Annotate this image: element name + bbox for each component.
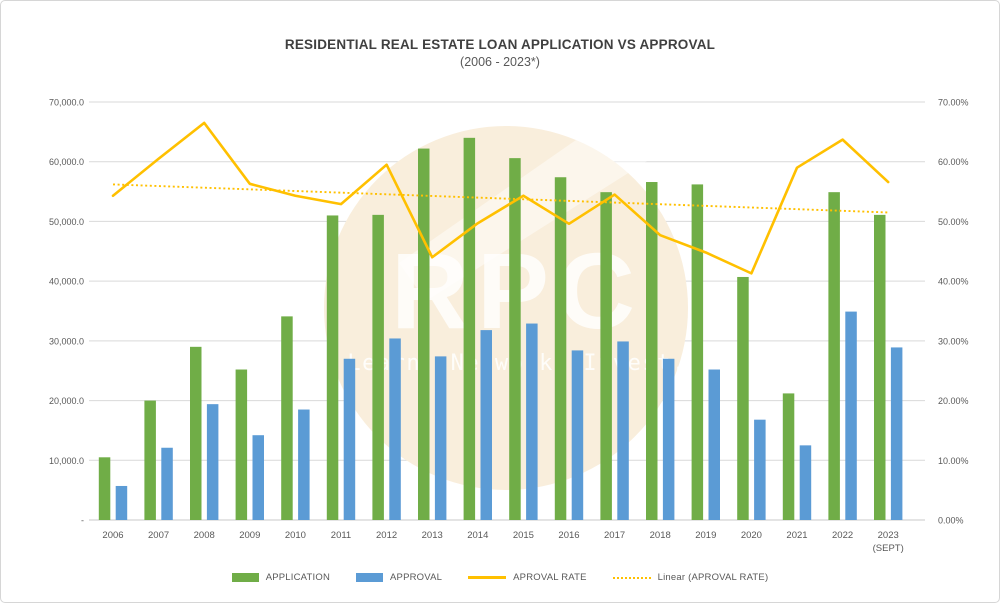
svg-text:10.00%: 10.00% [938, 456, 969, 466]
bar-approval-2012 [389, 338, 401, 520]
y-left-axis: - 10,000.0 20,000.0 30,000.0 40,000.0 50,000.… [49, 98, 84, 526]
bar-approval-2021 [799, 445, 812, 520]
svg-text:(SEPT): (SEPT) [873, 543, 904, 554]
bar-approval-2016 [571, 350, 584, 520]
bar-application-2021 [782, 393, 795, 520]
bar-application-2015 [509, 158, 521, 521]
svg-text:2010: 2010 [285, 530, 306, 541]
series-approval-bars [115, 311, 903, 520]
svg-text:30.00%: 30.00% [938, 336, 969, 346]
bar-approval-2015 [526, 323, 538, 520]
svg-text:2015: 2015 [513, 530, 534, 541]
bar-application-2022 [828, 192, 840, 520]
legend-item-aproval-rate: APROVAL RATE [468, 572, 587, 583]
bar-application-2012 [372, 214, 384, 521]
svg-text:60.00%: 60.00% [938, 157, 969, 167]
legend-item-approval: APPROVAL [356, 572, 442, 583]
bar-application-2020 [737, 276, 749, 520]
bar-approval-2008 [206, 404, 219, 520]
bar-application-2014 [463, 137, 476, 521]
chart-subtitle: (2006 - 2023*) [460, 55, 540, 69]
svg-text:2013: 2013 [422, 530, 443, 541]
svg-text:60,000.0: 60,000.0 [49, 157, 84, 167]
bar-approval-2020 [754, 419, 766, 520]
bar-application-2019 [691, 184, 704, 521]
svg-text:2009: 2009 [239, 530, 260, 541]
bar-application-2023 [874, 214, 886, 521]
bar-approval-2007 [161, 447, 173, 520]
bar-approval-2019 [708, 369, 720, 520]
bar-application-2018 [646, 182, 658, 520]
legend-label-aproval-rate: APROVAL RATE [513, 572, 587, 583]
bar-approval-2017 [617, 341, 629, 520]
bar-approval-2023 [890, 347, 903, 520]
legend-swatch-linear-aproval-rate [612, 576, 651, 579]
legend-label-approval: APPROVAL [390, 572, 443, 583]
chart-legend: APPLICATION APPROVAL APROVAL RATE Linear (A… [1, 572, 999, 583]
svg-text:2019: 2019 [695, 530, 716, 541]
bar-approval-2013 [434, 356, 447, 520]
svg-text:40,000.0: 40,000.0 [49, 277, 84, 287]
aproval-rate-line [111, 121, 890, 275]
svg-text:50.00%: 50.00% [938, 217, 969, 227]
bar-application-2010 [281, 316, 293, 520]
svg-text:2022: 2022 [832, 530, 853, 541]
legend-item-application: APPLICATION [231, 572, 331, 583]
bar-application-2008 [190, 346, 202, 520]
svg-text:40.00%: 40.00% [938, 277, 969, 287]
svg-text:2011: 2011 [331, 530, 351, 541]
svg-text:-: - [81, 516, 84, 526]
legend-swatch-application [231, 573, 259, 582]
linear-trendline [112, 183, 889, 214]
legend-swatch-aproval-rate [468, 576, 507, 579]
watermark-circle [324, 126, 688, 490]
legend-label-application: APPLICATION [265, 572, 331, 583]
svg-text:70.00%: 70.00% [938, 98, 969, 108]
bar-application-2016 [554, 177, 567, 521]
bar-application-2006 [98, 457, 111, 520]
svg-text:50,000.0: 50,000.0 [49, 217, 84, 227]
svg-text:2020: 2020 [741, 530, 762, 541]
svg-text:2007: 2007 [148, 530, 169, 541]
bar-approval-2010 [298, 409, 310, 520]
bar-application-2017 [600, 192, 612, 520]
bar-approval-2022 [845, 311, 857, 520]
svg-text:2023: 2023 [878, 530, 899, 541]
svg-text:2006: 2006 [102, 530, 123, 541]
svg-text:10,000.0: 10,000.0 [49, 456, 84, 466]
bar-approval-2018 [662, 358, 675, 520]
legend-label-linear-aproval-rate: Linear (APROVAL RATE) [657, 572, 769, 583]
svg-text:2008: 2008 [194, 530, 215, 541]
svg-text:2014: 2014 [467, 530, 488, 541]
legend-swatch-approval [356, 573, 384, 582]
x-axis: 2006 2007 2008 2009 2010 2011 2012 2013 2014 2015… [102, 530, 903, 554]
chart-title: RESIDENTIAL REAL ESTATE LOAN APPLICATION… [284, 37, 716, 52]
bar-approval-2009 [252, 435, 264, 520]
svg-text:2018: 2018 [650, 530, 671, 541]
svg-text:0.00%: 0.00% [938, 516, 964, 526]
series-application-bars [98, 137, 886, 521]
y-right-axis: 0.00% 10.00% 20.00% 30.00% 40.00% 50.00% 60.00… [938, 98, 969, 526]
bar-application-2009 [235, 369, 248, 520]
bar-application-2007 [144, 400, 156, 520]
bar-approval-2006 [115, 485, 128, 520]
svg-text:20.00%: 20.00% [938, 396, 969, 406]
bar-approval-2014 [480, 330, 492, 520]
svg-text:2012: 2012 [376, 530, 397, 541]
svg-text:70,000.0: 70,000.0 [49, 98, 84, 108]
bar-application-2011 [326, 215, 339, 520]
svg-text:2021: 2021 [786, 530, 807, 541]
svg-text:30,000.0: 30,000.0 [49, 336, 84, 346]
svg-text:20,000.0: 20,000.0 [49, 396, 84, 406]
bar-approval-2011 [343, 358, 356, 520]
svg-text:2017: 2017 [604, 530, 625, 541]
bar-application-2013 [418, 148, 430, 520]
legend-item-linear-aproval-rate: Linear (APROVAL RATE) [612, 572, 769, 583]
svg-text:2016: 2016 [558, 530, 579, 541]
